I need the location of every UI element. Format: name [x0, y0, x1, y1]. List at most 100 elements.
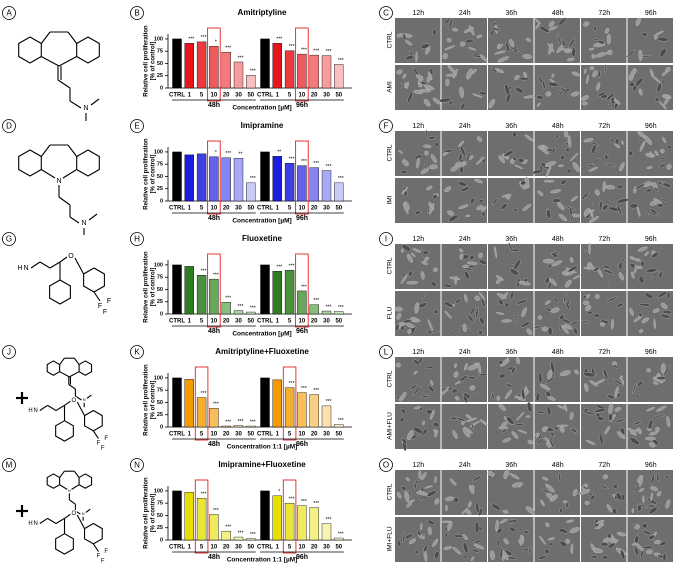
cell	[571, 71, 580, 77]
cell	[509, 526, 516, 533]
micrograph-bg	[441, 65, 487, 110]
cell	[654, 150, 659, 156]
time-label: 12h	[412, 10, 424, 17]
cell	[584, 500, 590, 505]
time-label: 36h	[505, 349, 517, 356]
time-label: 36h	[505, 123, 517, 130]
ring	[78, 360, 93, 376]
cell	[522, 159, 528, 164]
cell	[638, 49, 643, 62]
atom-label: O	[68, 253, 74, 260]
cell	[480, 297, 486, 308]
cell	[660, 313, 671, 319]
micrograph	[488, 517, 534, 562]
cell	[432, 194, 438, 200]
cell	[588, 492, 593, 496]
cell	[536, 438, 544, 445]
cell	[633, 258, 642, 262]
atom-bg	[96, 302, 104, 310]
cell	[562, 500, 568, 504]
micrograph-bg	[627, 357, 673, 402]
cell	[479, 54, 488, 63]
x-tick-label: 50	[247, 319, 254, 325]
cell	[648, 534, 656, 540]
x-tick-label: 50	[335, 432, 342, 438]
bond	[57, 79, 71, 89]
bond	[58, 56, 77, 67]
bar	[172, 38, 182, 89]
y-tick-label: 50	[157, 400, 163, 406]
cell	[539, 535, 546, 545]
cell	[593, 26, 597, 31]
bond	[64, 400, 71, 406]
cell	[570, 428, 578, 433]
cell	[494, 50, 506, 55]
x-tick-label: 20	[223, 319, 230, 325]
bar	[246, 182, 256, 202]
cell	[452, 329, 460, 332]
cell	[572, 489, 578, 497]
bar	[272, 156, 282, 202]
cell	[414, 210, 421, 215]
atom-bg	[67, 252, 75, 260]
y-tick-label: 50	[157, 513, 163, 519]
bar	[309, 54, 319, 89]
cell	[637, 503, 648, 508]
micrograph	[627, 357, 673, 402]
cell	[514, 74, 520, 81]
time-label: 96h	[645, 123, 657, 130]
x-tick-label: CTRL	[257, 545, 273, 551]
cell	[479, 419, 488, 426]
cell	[556, 424, 569, 427]
x-tick-label: 50	[247, 206, 254, 212]
micrograph	[581, 517, 627, 562]
micrograph-bg	[534, 244, 580, 289]
cell	[613, 99, 621, 105]
cell	[584, 383, 589, 392]
cell	[589, 380, 598, 387]
cell	[656, 491, 662, 497]
y-tick-label: 100	[154, 375, 163, 381]
cell	[434, 429, 438, 438]
cell	[632, 421, 642, 426]
significance: ***	[338, 305, 344, 311]
ring	[84, 409, 103, 432]
significance: ***	[289, 497, 295, 503]
atom-bg	[105, 297, 113, 305]
ring	[49, 279, 71, 305]
cell	[648, 442, 656, 448]
cell	[471, 548, 480, 553]
x-tick-label: 1	[188, 432, 192, 438]
x-tick-label: 20	[223, 432, 230, 438]
cell	[413, 89, 424, 95]
cell	[642, 545, 654, 549]
cell	[551, 252, 558, 258]
cell	[543, 179, 555, 183]
cell	[429, 164, 438, 170]
cell	[567, 135, 572, 148]
significance: ***	[250, 69, 256, 75]
cell	[503, 469, 509, 480]
cell	[635, 183, 646, 190]
cell	[413, 426, 424, 434]
row-label: CTRL	[387, 483, 394, 500]
x-tick-label: 10	[211, 206, 218, 212]
cell	[401, 486, 407, 491]
cell	[666, 416, 671, 428]
cell	[536, 102, 541, 107]
cell	[500, 203, 508, 210]
panel-letter: H	[134, 235, 140, 244]
y-tick-label: 50	[157, 287, 163, 293]
bar	[221, 530, 231, 541]
cell	[634, 77, 644, 87]
micrograph-bg	[534, 470, 580, 515]
highlight-box	[282, 479, 297, 554]
significance: ***	[188, 37, 194, 43]
cell	[548, 542, 553, 547]
y-tick-label: 25	[157, 299, 163, 305]
cell	[586, 293, 590, 299]
bar	[321, 523, 332, 541]
cell	[412, 386, 421, 396]
cell	[574, 369, 579, 375]
cell	[479, 91, 487, 96]
